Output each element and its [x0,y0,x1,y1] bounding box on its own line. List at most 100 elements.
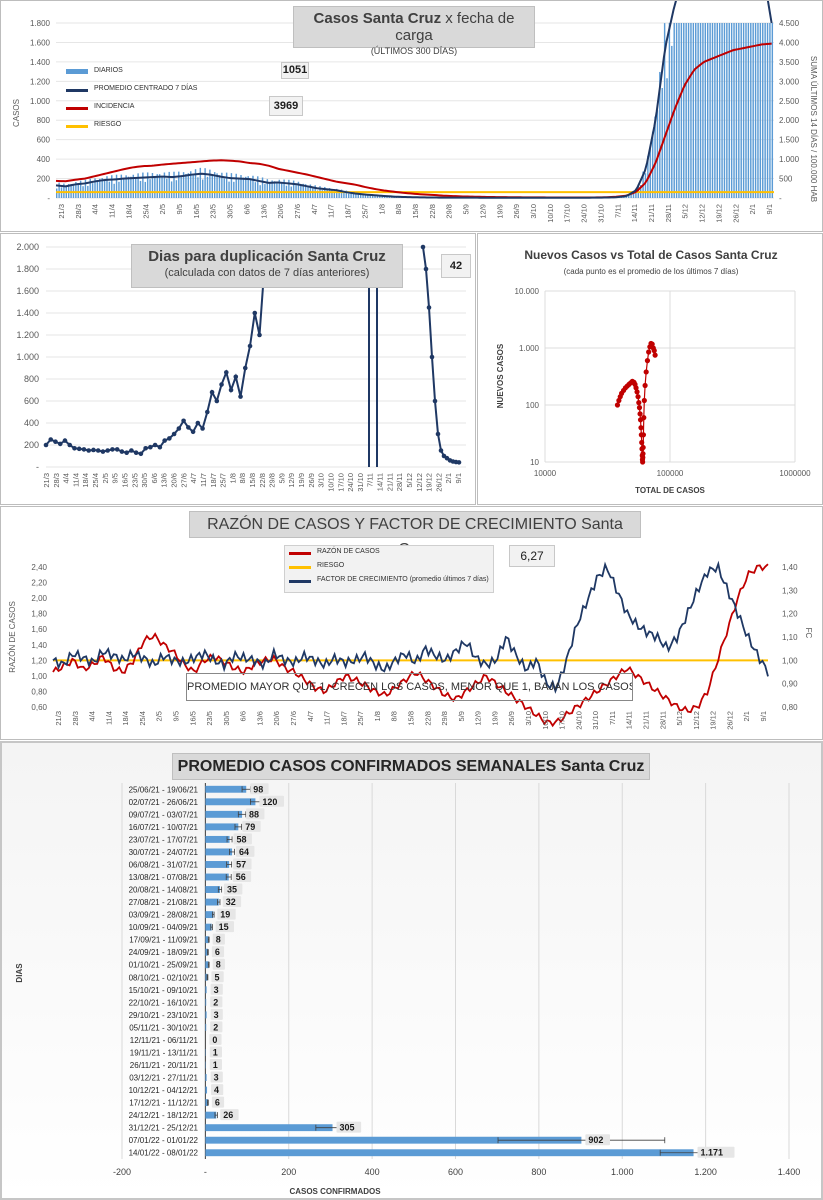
scatter-point [651,348,657,354]
x-tick-label: 25/4 [91,473,100,488]
x-tick-label: 12/9 [478,204,487,219]
x-tick-label: 21/11 [647,204,656,222]
diarios-bar [75,181,77,198]
y-right-tick-label: 0,90 [782,680,798,689]
x-tick-label: 16/5 [120,473,129,488]
diarios-bar [108,181,111,198]
scatter-point [638,425,644,431]
category-label: 30/07/21 - 24/07/21 [129,848,199,857]
diarios-bar [625,196,628,198]
category-label: 29/10/21 - 23/10/21 [129,1011,199,1020]
x-axis-label: CASOS CONFIRMADOS [289,1187,381,1196]
data-label-bg [215,921,235,933]
category-label: 31/12/21 - 25/12/21 [129,1124,199,1133]
diarios-bar [125,175,127,198]
factor-crecimiento-line [52,560,769,694]
y-tick-label: 1,40 [31,641,47,650]
diarios-bar [154,176,156,198]
diarios-bar [269,183,271,198]
x-tick-label: 10/10 [326,473,335,492]
category-label: 19/11/21 - 13/11/21 [130,1048,199,1057]
diarios-bar [742,23,745,198]
x-tick-label: 23/5 [209,204,218,219]
x-tick-label: 24/10 [580,204,589,223]
diarios-bar [340,189,343,198]
diarios-bar [383,196,386,198]
diarios-bar [111,175,113,198]
diarios-bar [173,171,175,198]
diarios-bar [240,175,242,198]
bar [205,861,230,868]
y-tick-label: 1,60 [31,625,47,634]
x-tick-label: 4/4 [91,204,100,214]
diarios-bar [213,172,216,198]
data-label-bg [209,1059,222,1070]
duplicacion-point [257,332,262,338]
diarios-bar [185,174,187,198]
x-tick-label: 3/10 [524,711,533,726]
duplicacion-point [62,438,68,443]
x-tick-label: 12/12 [698,204,707,223]
duplicacion-point [152,442,158,448]
x-tick-label: 25/7 [360,204,369,219]
category-label: 03/09/21 - 28/08/21 [129,911,199,920]
duplicacion-point [205,409,210,415]
diarios-bar [764,23,766,198]
x-tick-label: 8/8 [394,204,403,214]
category-label: 09/07/21 - 03/07/21 [129,810,199,819]
x-tick-label: 1/8 [228,473,237,483]
x-tick-label: 26/12 [725,711,734,730]
duplicacion-point [252,310,258,316]
x-tick-label: 6/6 [239,711,248,721]
x-tick-label: 18/4 [124,204,133,219]
diarios-bar [247,176,249,198]
diarios-bar [718,23,721,198]
data-label-bg [336,1121,362,1133]
data-label-bg [211,946,225,958]
data-label-bg [210,996,223,1008]
data-label-bg [211,971,224,983]
diarios-bar [99,178,101,198]
x-tick-label: 17/10 [336,473,345,492]
y-right-tick-label: 4.000 [779,38,800,47]
incidencia-line [55,42,772,199]
diarios-bar [225,172,228,198]
category-label: 07/01/22 - 01/01/22 [129,1136,199,1145]
diarios-bar [659,71,661,198]
y-tick-label: 200 [37,175,51,184]
data-label-bg [232,871,252,882]
diarios-bar [237,179,240,198]
diarios-bar [276,181,278,198]
bar [205,1099,208,1107]
diarios-bar [273,181,276,198]
diarios-bar [685,23,687,198]
y-right-tick-label: 0,80 [782,703,798,712]
x-tick-label: 28/3 [74,204,83,219]
scatter-point [640,444,646,451]
diarios-bar [706,23,709,198]
casos-chart-subtitle: (ÚLTIMOS 300 DÍAS) [370,46,458,56]
diarios-bar [245,176,247,198]
y-tick-label: 2.000 [16,242,39,252]
y-right-tick-label: - [779,194,782,203]
x-tick-label: 7/11 [613,204,622,218]
duplicacion-point [223,370,229,375]
data-label-bg [211,1084,224,1096]
razon-chart-title: RAZÓN DE CASOS Y FACTOR DE CRECIMIENTO S… [189,511,641,558]
data-label: 56 [236,872,246,882]
x-tick-label: 2/1 [742,711,751,721]
x-tick-label: 13/6 [255,711,264,726]
duplicacion-chart-subtitle: (calculada con datos de 7 días anteriore… [164,267,370,279]
bar [205,835,230,843]
category-label: 14/01/22 - 08/01/22 [129,1149,199,1158]
scatter-point [641,397,647,404]
diarios-bar [357,193,359,198]
x-tick-label: 15/8 [407,711,416,726]
x-tick-label: 30/5 [140,473,149,488]
bar [205,823,239,831]
data-label: 6 [215,947,220,957]
diarios-bar [690,23,692,198]
razon-annotation: PROMEDIO MAYOR QUE 1, CRECEN LOS CASOS, … [186,673,633,701]
x-tick-label: - [204,1167,207,1177]
diarios-bar [218,175,221,198]
